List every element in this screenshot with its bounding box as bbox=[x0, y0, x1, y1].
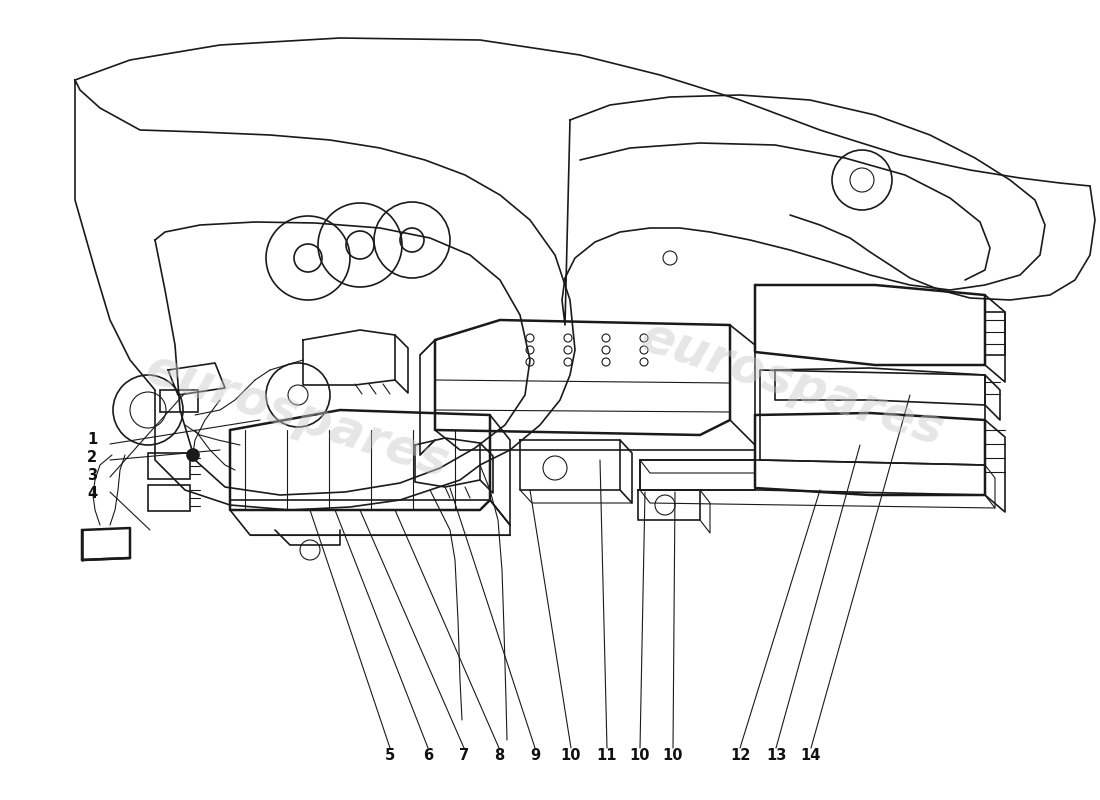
Text: eurospares: eurospares bbox=[635, 312, 949, 456]
Bar bbox=[148, 485, 190, 511]
Text: 14: 14 bbox=[801, 747, 822, 762]
Text: 1: 1 bbox=[87, 433, 97, 447]
Text: eurospares: eurospares bbox=[140, 344, 454, 488]
Bar bbox=[148, 453, 190, 479]
Text: 2: 2 bbox=[87, 450, 97, 466]
Text: 7: 7 bbox=[459, 747, 469, 762]
Text: 10: 10 bbox=[629, 747, 650, 762]
Text: 4: 4 bbox=[87, 486, 97, 502]
Text: 10: 10 bbox=[662, 747, 683, 762]
Text: 11: 11 bbox=[596, 747, 617, 762]
Text: 5: 5 bbox=[385, 747, 395, 762]
Text: 6: 6 bbox=[422, 747, 433, 762]
Text: 8: 8 bbox=[494, 747, 504, 762]
Circle shape bbox=[187, 449, 199, 461]
Text: 13: 13 bbox=[766, 747, 786, 762]
Text: 9: 9 bbox=[530, 747, 540, 762]
Bar bbox=[160, 390, 198, 412]
Text: 10: 10 bbox=[561, 747, 581, 762]
Text: 3: 3 bbox=[87, 469, 97, 483]
Text: 12: 12 bbox=[729, 747, 750, 762]
Bar bbox=[640, 460, 755, 490]
